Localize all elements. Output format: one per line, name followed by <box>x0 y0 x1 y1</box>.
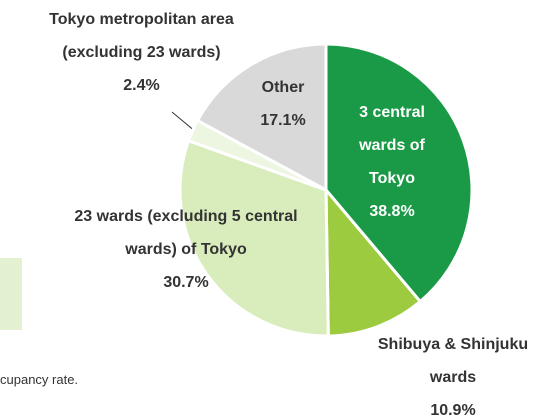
value-label: 17.1% <box>260 112 306 129</box>
side-panel <box>0 258 22 330</box>
value-label: 30.7% <box>163 274 209 291</box>
slice-label: Other 17.1% <box>243 71 323 137</box>
category-label: Shibuya & Shinjuku wards <box>377 336 529 386</box>
pie-slice <box>195 42 328 193</box>
slice-label: Tokyo metropolitan area (excluding 23 wa… <box>34 3 249 102</box>
pie-slice <box>324 185 423 338</box>
category-label: Other <box>261 79 305 96</box>
pie-slice <box>178 138 330 338</box>
slice-label: 23 wards (excluding 5 central wards) of … <box>71 200 301 299</box>
value-label: 10.9% <box>430 402 476 419</box>
category-label: 3 central wards of Tokyo <box>359 104 425 187</box>
value-label: 2.4% <box>123 77 160 94</box>
footnote: cupancy rate. <box>0 372 79 387</box>
slice-label: Shibuya & Shinjuku wards 10.9% <box>358 328 548 420</box>
value-label: 38.8% <box>369 203 415 220</box>
pie-slice <box>324 42 474 304</box>
category-label: 23 wards (excluding 5 central wards) of … <box>74 208 298 258</box>
slice-label: 3 central wards of Tokyo 38.8% <box>347 96 437 228</box>
category-label: Tokyo metropolitan area (excluding 23 wa… <box>49 11 234 61</box>
